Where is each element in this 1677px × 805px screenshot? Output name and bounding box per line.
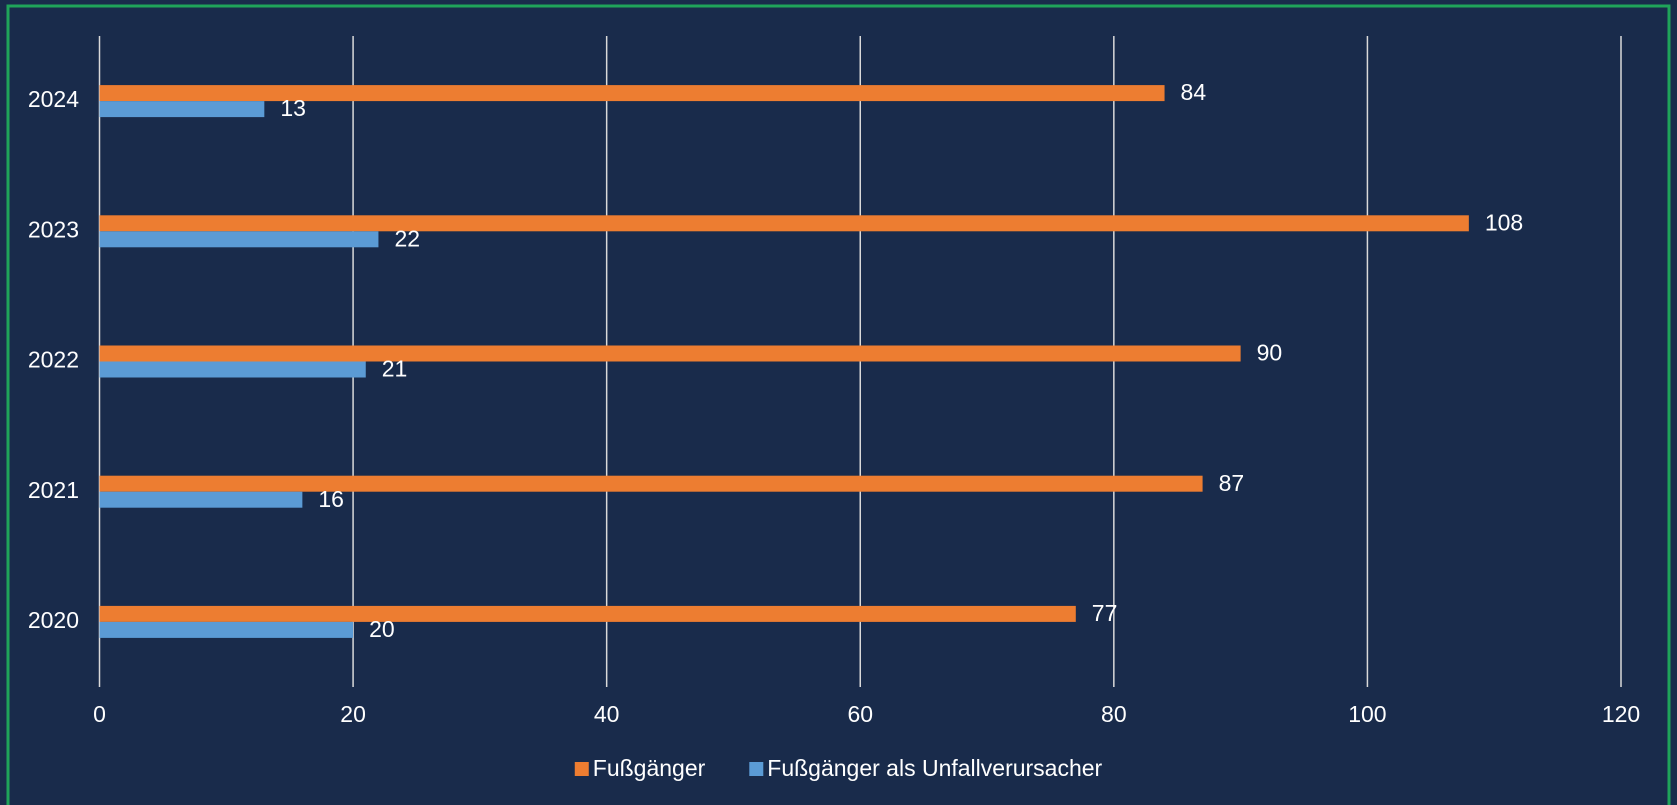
data-label: 16 — [318, 486, 344, 512]
bar — [99, 361, 366, 378]
y-tick-label: 2021 — [28, 477, 79, 503]
bar — [99, 605, 1076, 622]
data-label: 13 — [280, 95, 306, 121]
bar — [99, 85, 1165, 102]
x-tick-label: 80 — [1101, 701, 1127, 727]
y-tick-label: 2023 — [28, 216, 79, 242]
data-label: 20 — [369, 616, 395, 642]
bar — [99, 621, 354, 638]
frame — [6, 4, 1671, 805]
data-label: 77 — [1092, 600, 1118, 626]
x-tick-label: 100 — [1348, 701, 1386, 727]
legend-label: Fußgänger als Unfallverursacher — [767, 755, 1102, 781]
legend-swatch — [574, 762, 589, 776]
bar — [99, 215, 1469, 232]
bar — [99, 491, 303, 508]
y-tick-label: 2020 — [28, 607, 79, 633]
bar — [99, 475, 1203, 492]
x-tick-label: 40 — [594, 701, 620, 727]
data-label: 21 — [382, 356, 408, 382]
x-tick-label: 120 — [1602, 701, 1640, 727]
data-label: 87 — [1219, 470, 1245, 496]
data-label: 90 — [1257, 340, 1283, 366]
bar — [99, 101, 265, 118]
data-label: 84 — [1181, 79, 1207, 105]
y-tick-label: 2024 — [28, 86, 79, 112]
y-tick-label: 2022 — [28, 347, 79, 373]
legend-swatch — [749, 762, 764, 776]
data-label: 108 — [1485, 209, 1523, 235]
legend-label: Fußgänger — [593, 755, 706, 781]
bar — [99, 345, 1241, 362]
bar — [99, 231, 379, 248]
x-tick-label: 20 — [340, 701, 366, 727]
data-label: 22 — [394, 225, 420, 251]
x-tick-label: 0 — [93, 701, 106, 727]
x-tick-label: 60 — [847, 701, 873, 727]
